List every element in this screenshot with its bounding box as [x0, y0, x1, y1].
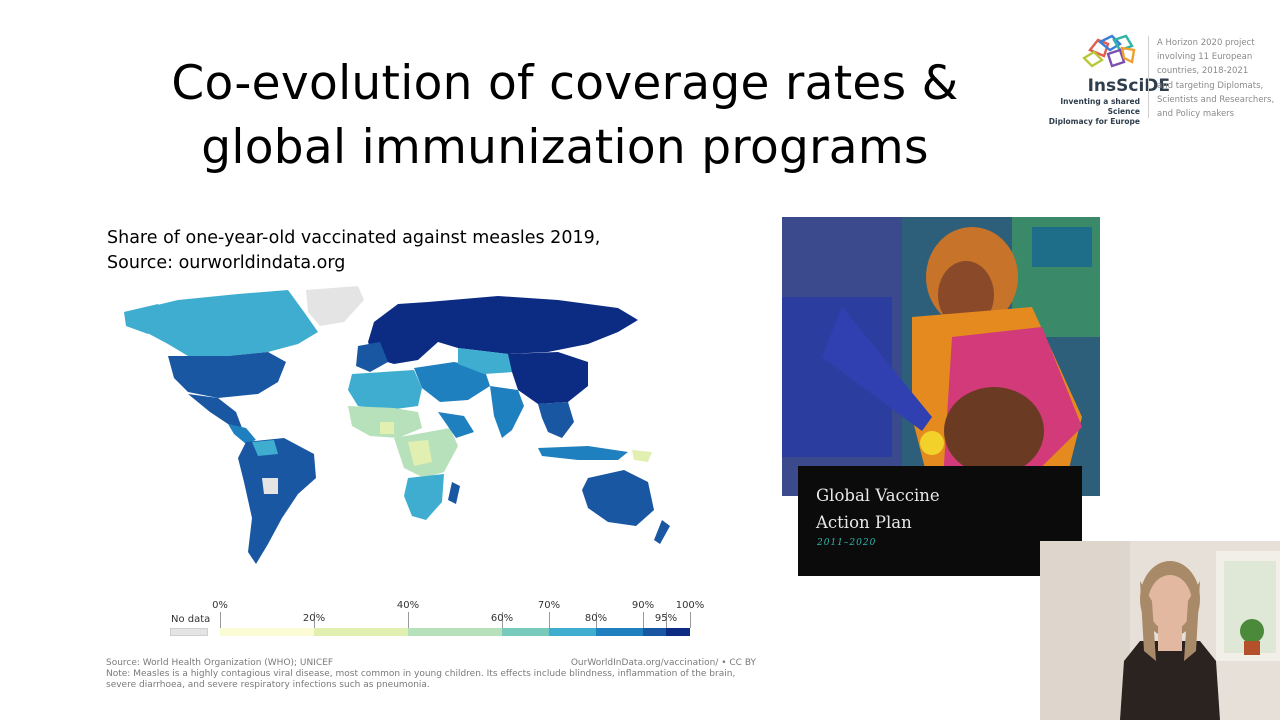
legend-tick: 20% — [302, 613, 326, 624]
venezuela-region — [252, 440, 278, 456]
alaska-region — [124, 304, 168, 334]
south-america-region — [238, 438, 316, 564]
greenland-region — [306, 286, 364, 326]
slide-title-line2: global immunization programs — [201, 120, 929, 175]
legend-tick: 100% — [675, 600, 705, 611]
legend-color-bin — [220, 628, 314, 636]
central-america-region — [228, 424, 256, 444]
gvap-title: Global Vaccine Action Plan — [816, 482, 940, 536]
logo-tagline: Inventing a shared Science Diplomacy for… — [1030, 97, 1140, 127]
china-region — [508, 352, 588, 404]
map-source-notes: Source: World Health Organization (WHO);… — [106, 658, 756, 691]
legend-color-bin — [408, 628, 502, 636]
project-note-line: and targeting Diplomats, — [1157, 80, 1264, 91]
horn-africa-region — [438, 412, 474, 438]
insscide-logo: InsSciDE Inventing a shared Science Dipl… — [1030, 30, 1170, 126]
logo-tagline-line2: Diplomacy for Europe — [1048, 117, 1140, 126]
legend-color-bin — [666, 628, 690, 636]
legend-tick-line — [666, 612, 667, 628]
legend-tick-line — [596, 612, 597, 628]
legend-no-data-label: No data — [171, 614, 211, 625]
presenter-webcam — [1040, 541, 1280, 720]
legend-color-bin — [502, 628, 549, 636]
legend-tick-line — [220, 612, 221, 628]
southern-africa-region — [404, 474, 444, 520]
legend-no-data-swatch — [170, 628, 208, 636]
legend-tick: 70% — [537, 600, 561, 611]
legend-tick-line — [408, 612, 409, 628]
map-caption-line1: Share of one-year-old vaccinated against… — [107, 228, 601, 248]
project-note-line: and Policy makers — [1157, 109, 1235, 120]
legend-color-bin — [596, 628, 643, 636]
legend-tick-line — [549, 612, 550, 628]
southeast-asia-region — [538, 402, 574, 438]
gvap-title-panel — [798, 466, 1082, 576]
legend-tick-line — [314, 612, 315, 628]
mexico-region — [188, 394, 242, 428]
source-left: Source: World Health Organization (WHO);… — [106, 658, 334, 668]
legend-tick-line — [690, 612, 691, 628]
bolivia-region — [262, 478, 278, 494]
gvap-title-line2: Action Plan — [816, 513, 912, 532]
gvap-cover-photo — [782, 217, 1100, 496]
europe-region — [368, 302, 448, 364]
slide-title: Co-evolution of coverage rates & global … — [130, 52, 1000, 180]
logo-name: InsSciDE — [1087, 76, 1170, 96]
source-note-line2: severe diarrhoea, and severe respiratory… — [106, 680, 430, 690]
source-note-line1: Note: Measles is a highly contagious vir… — [106, 669, 736, 679]
canada-region — [128, 290, 318, 356]
australia-region — [582, 470, 654, 526]
legend-tick: 0% — [212, 600, 228, 611]
india-region — [490, 386, 524, 438]
slide-title-line1: Co-evolution of coverage rates & — [171, 56, 959, 111]
project-note-line: involving 11 European — [1157, 52, 1253, 63]
logo-divider — [1148, 36, 1149, 118]
gvap-title-line1: Global Vaccine — [816, 486, 940, 505]
middle-east-region — [414, 362, 490, 402]
project-note-line: Scientists and Researchers, — [1157, 94, 1275, 105]
indonesia-region — [538, 446, 628, 460]
legend-tick: 95% — [654, 613, 678, 624]
legend-tick-line — [502, 612, 503, 628]
western-europe-region — [356, 342, 388, 372]
map-caption: Share of one-year-old vaccinated against… — [107, 226, 600, 276]
map-caption-line2: Source: ourworldindata.org — [107, 253, 346, 273]
legend-color-bin — [643, 628, 666, 636]
gvap-years: 2011–2020 — [817, 538, 877, 548]
russia-region — [428, 296, 638, 354]
legend-color-bin — [314, 628, 408, 636]
legend-tick-line — [643, 612, 644, 628]
madagascar-region — [448, 482, 460, 504]
usa-region — [168, 352, 286, 398]
map-legend: No data 0% 40% 70% 90% 100% 20% 60% 80% … — [165, 600, 725, 640]
source-right: OurWorldInData.org/vaccination/ • CC BY — [570, 658, 756, 668]
drc-region — [408, 440, 432, 466]
legend-color-bin — [549, 628, 596, 636]
legend-tick: 60% — [490, 613, 514, 624]
insscide-logo-mark — [1082, 34, 1136, 68]
north-africa-region — [348, 370, 422, 410]
central-asia-region — [458, 348, 514, 374]
project-note-line: countries, 2018-2021 — [1157, 66, 1249, 77]
legend-tick: 80% — [584, 613, 608, 624]
png-region — [632, 450, 652, 462]
project-note: A Horizon 2020 project involving 11 Euro… — [1157, 36, 1279, 121]
legend-tick: 40% — [396, 600, 420, 611]
legend-tick: 90% — [631, 600, 655, 611]
logo-tagline-line1: Inventing a shared Science — [1060, 97, 1140, 116]
nigeria-region — [380, 422, 394, 434]
world-vaccination-map — [124, 286, 670, 564]
new-zealand-region — [654, 520, 670, 544]
project-note-line: A Horizon 2020 project — [1157, 38, 1255, 48]
